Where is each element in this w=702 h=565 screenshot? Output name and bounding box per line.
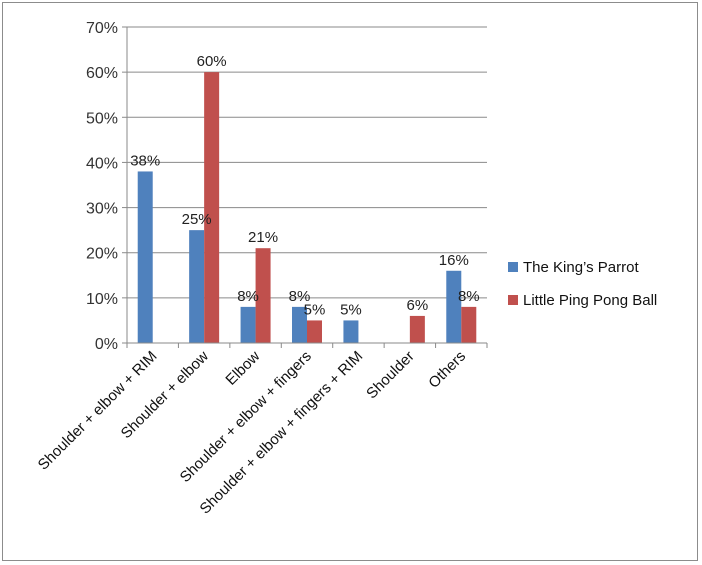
bar <box>446 270 462 343</box>
data-label: 8% <box>458 288 480 305</box>
y-tick-label: 30% <box>86 201 118 218</box>
y-tick-label: 60% <box>86 65 118 82</box>
data-label: 8% <box>237 288 259 305</box>
legend-swatch <box>508 262 518 272</box>
data-label: 25% <box>182 211 212 228</box>
bar <box>292 306 307 343</box>
data-label: 5% <box>304 301 326 318</box>
y-tick-label: 0% <box>95 336 118 353</box>
data-label: 8% <box>289 288 311 305</box>
bar <box>461 306 477 343</box>
bars <box>137 72 477 344</box>
legend-swatch <box>508 295 518 305</box>
data-label: 60% <box>197 53 227 70</box>
y-tick-label: 40% <box>86 155 118 172</box>
x-category-label: Shoulder + elbow <box>118 348 212 442</box>
data-label: 5% <box>340 301 362 318</box>
y-tick-label: 10% <box>86 291 118 308</box>
legend-label: The King’s Parrot <box>523 259 639 276</box>
y-tick-label: 20% <box>86 246 118 263</box>
legend-label: Little Ping Pong Ball <box>523 292 657 309</box>
x-category-label: Others <box>425 348 469 392</box>
data-labels: 38%25%8% 8%5%16%60%21%5% 6%8% <box>130 53 479 318</box>
bar <box>204 72 220 344</box>
bar <box>307 320 322 343</box>
bar <box>137 171 153 343</box>
legend: The King’s Parrot Little Ping Pong Ball <box>508 259 657 309</box>
bar <box>240 306 256 343</box>
x-category-label: Elbow <box>222 348 263 389</box>
bar <box>343 320 359 343</box>
data-label: 6% <box>407 297 429 314</box>
y-axis-ticks: 0% 10% 20% 30% 40% 50% 60% 70% <box>86 20 127 353</box>
x-category-label: Shoulder <box>363 348 417 402</box>
y-tick-label: 70% <box>86 20 118 37</box>
gridlines <box>127 26 487 299</box>
axes <box>126 27 488 348</box>
bar <box>189 230 205 343</box>
bar <box>409 315 425 343</box>
bar <box>255 248 271 343</box>
data-label: 21% <box>248 229 278 246</box>
y-tick-label: 50% <box>86 110 118 127</box>
data-label: 16% <box>439 252 469 269</box>
data-label: 38% <box>130 152 160 169</box>
